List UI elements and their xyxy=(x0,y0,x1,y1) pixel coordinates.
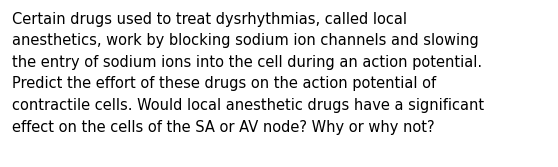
Text: Certain drugs used to treat dysrhythmias, called local
anesthetics, work by bloc: Certain drugs used to treat dysrhythmias… xyxy=(12,12,484,135)
